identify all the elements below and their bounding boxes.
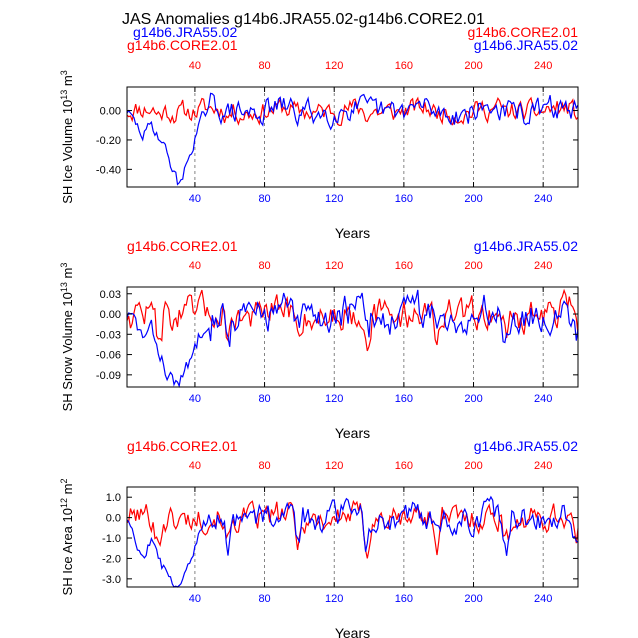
panel-label-core: g14b6.CORE2.01 (127, 238, 238, 254)
x-tick-label-top: 240 (534, 260, 552, 272)
x-tick-label-bottom: 200 (464, 393, 482, 405)
x-tick-label-top: 80 (258, 60, 270, 72)
y-tick-label: -3.0 (102, 574, 121, 586)
x-tick-label-bottom: 40 (189, 193, 201, 205)
x-tick-label-top: 120 (325, 260, 343, 272)
x-tick-label-bottom: 200 (464, 593, 482, 605)
x-tick-label-top: 160 (395, 60, 413, 72)
plot-frame (126, 86, 579, 188)
y-tick-label: -0.20 (96, 135, 121, 147)
jra-series-line (126, 289, 579, 388)
panel-2: 0.03 0.00 -0.03 -0.06 -0.09 40 40 80 80 120 120 160… (59, 238, 579, 441)
x-tick-label-bottom: 160 (395, 593, 413, 605)
x-tick-label-bottom: 120 (325, 393, 343, 405)
x-tick-label-bottom: 80 (258, 593, 270, 605)
y-tick-label: -0.09 (96, 370, 121, 382)
x-tick-label-top: 40 (189, 260, 201, 272)
y-axis-label: SH Ice Volume 1013 m3 (59, 70, 75, 204)
plot-frame (126, 486, 579, 588)
y-tick-label: -2.0 (102, 553, 121, 565)
x-tick-label-top: 120 (325, 460, 343, 472)
y-tick-label: 0.03 (100, 289, 121, 301)
x-tick-label-bottom: 40 (189, 393, 201, 405)
x-tick-label-top: 200 (464, 460, 482, 472)
y-tick-label: 0.00 (100, 309, 121, 321)
x-tick-label-bottom: 240 (534, 593, 552, 605)
x-tick-label-bottom: 240 (534, 193, 552, 205)
x-tick-label-bottom: 240 (534, 393, 552, 405)
x-tick-label-bottom: 80 (258, 393, 270, 405)
panel-label-core: g14b6.CORE2.01 (127, 438, 238, 454)
panel-label-jra: g14b6.JRA55.02 (474, 238, 579, 254)
y-tick-label: -0.40 (96, 164, 121, 176)
x-tick-label-top: 240 (534, 60, 552, 72)
y-tick-label: -0.03 (96, 329, 121, 341)
x-axis-label: Years (335, 225, 370, 241)
y-axis-label: SH Ice Area 1012 m2 (59, 479, 75, 596)
x-tick-label-top: 160 (395, 460, 413, 472)
header-label-core-right: g14b6.CORE2.01 (467, 24, 578, 40)
x-tick-label-top: 80 (258, 260, 270, 272)
jra-series-line (126, 495, 579, 588)
panel-label-jra: g14b6.JRA55.02 (474, 438, 579, 454)
plot-frame (126, 286, 579, 388)
x-tick-label-bottom: 160 (395, 193, 413, 205)
x-tick-label-top: 40 (189, 460, 201, 472)
x-axis-label: Years (335, 625, 370, 638)
x-tick-label-top: 120 (325, 60, 343, 72)
x-tick-label-top: 40 (189, 60, 201, 72)
jra-series-line (126, 92, 579, 186)
panel-1: 0.00 -0.20 -0.40 40 40 80 80 120 120 160 160 200 200… (59, 60, 579, 241)
y-tick-label: -0.06 (96, 350, 121, 362)
x-tick-label-top: 200 (464, 260, 482, 272)
y-tick-label: 0.00 (100, 106, 121, 118)
x-tick-label-bottom: 160 (395, 393, 413, 405)
core-series-line (126, 288, 579, 352)
figure-title: JAS Anomalies g14b6.JRA55.02-g14b6.CORE2… (122, 11, 485, 28)
x-tick-label-top: 240 (534, 460, 552, 472)
header-label-core-left: g14b6.CORE2.01 (127, 37, 238, 53)
x-tick-label-bottom: 40 (189, 593, 201, 605)
header-label-jra-right: g14b6.JRA55.02 (474, 37, 579, 53)
x-tick-label-top: 200 (464, 60, 482, 72)
x-tick-label-bottom: 200 (464, 193, 482, 205)
y-tick-label: -1.0 (102, 533, 121, 545)
y-axis-label: SH Snow Volume 1013 m3 (59, 263, 75, 412)
panel-3: 1.0 0.0 -1.0 -2.0 -3.0 40 40 80 80 120 120 160 160 20… (59, 438, 579, 638)
x-tick-label-bottom: 120 (325, 593, 343, 605)
x-axis-label: Years (335, 425, 370, 441)
x-tick-label-bottom: 80 (258, 193, 270, 205)
y-tick-label: 1.0 (106, 492, 121, 504)
x-tick-label-top: 160 (395, 260, 413, 272)
x-tick-label-bottom: 120 (325, 193, 343, 205)
header-label-jra-left: g14b6.JRA55.02 (133, 24, 238, 40)
y-tick-label: 0.0 (106, 513, 121, 525)
x-tick-label-top: 80 (258, 460, 270, 472)
